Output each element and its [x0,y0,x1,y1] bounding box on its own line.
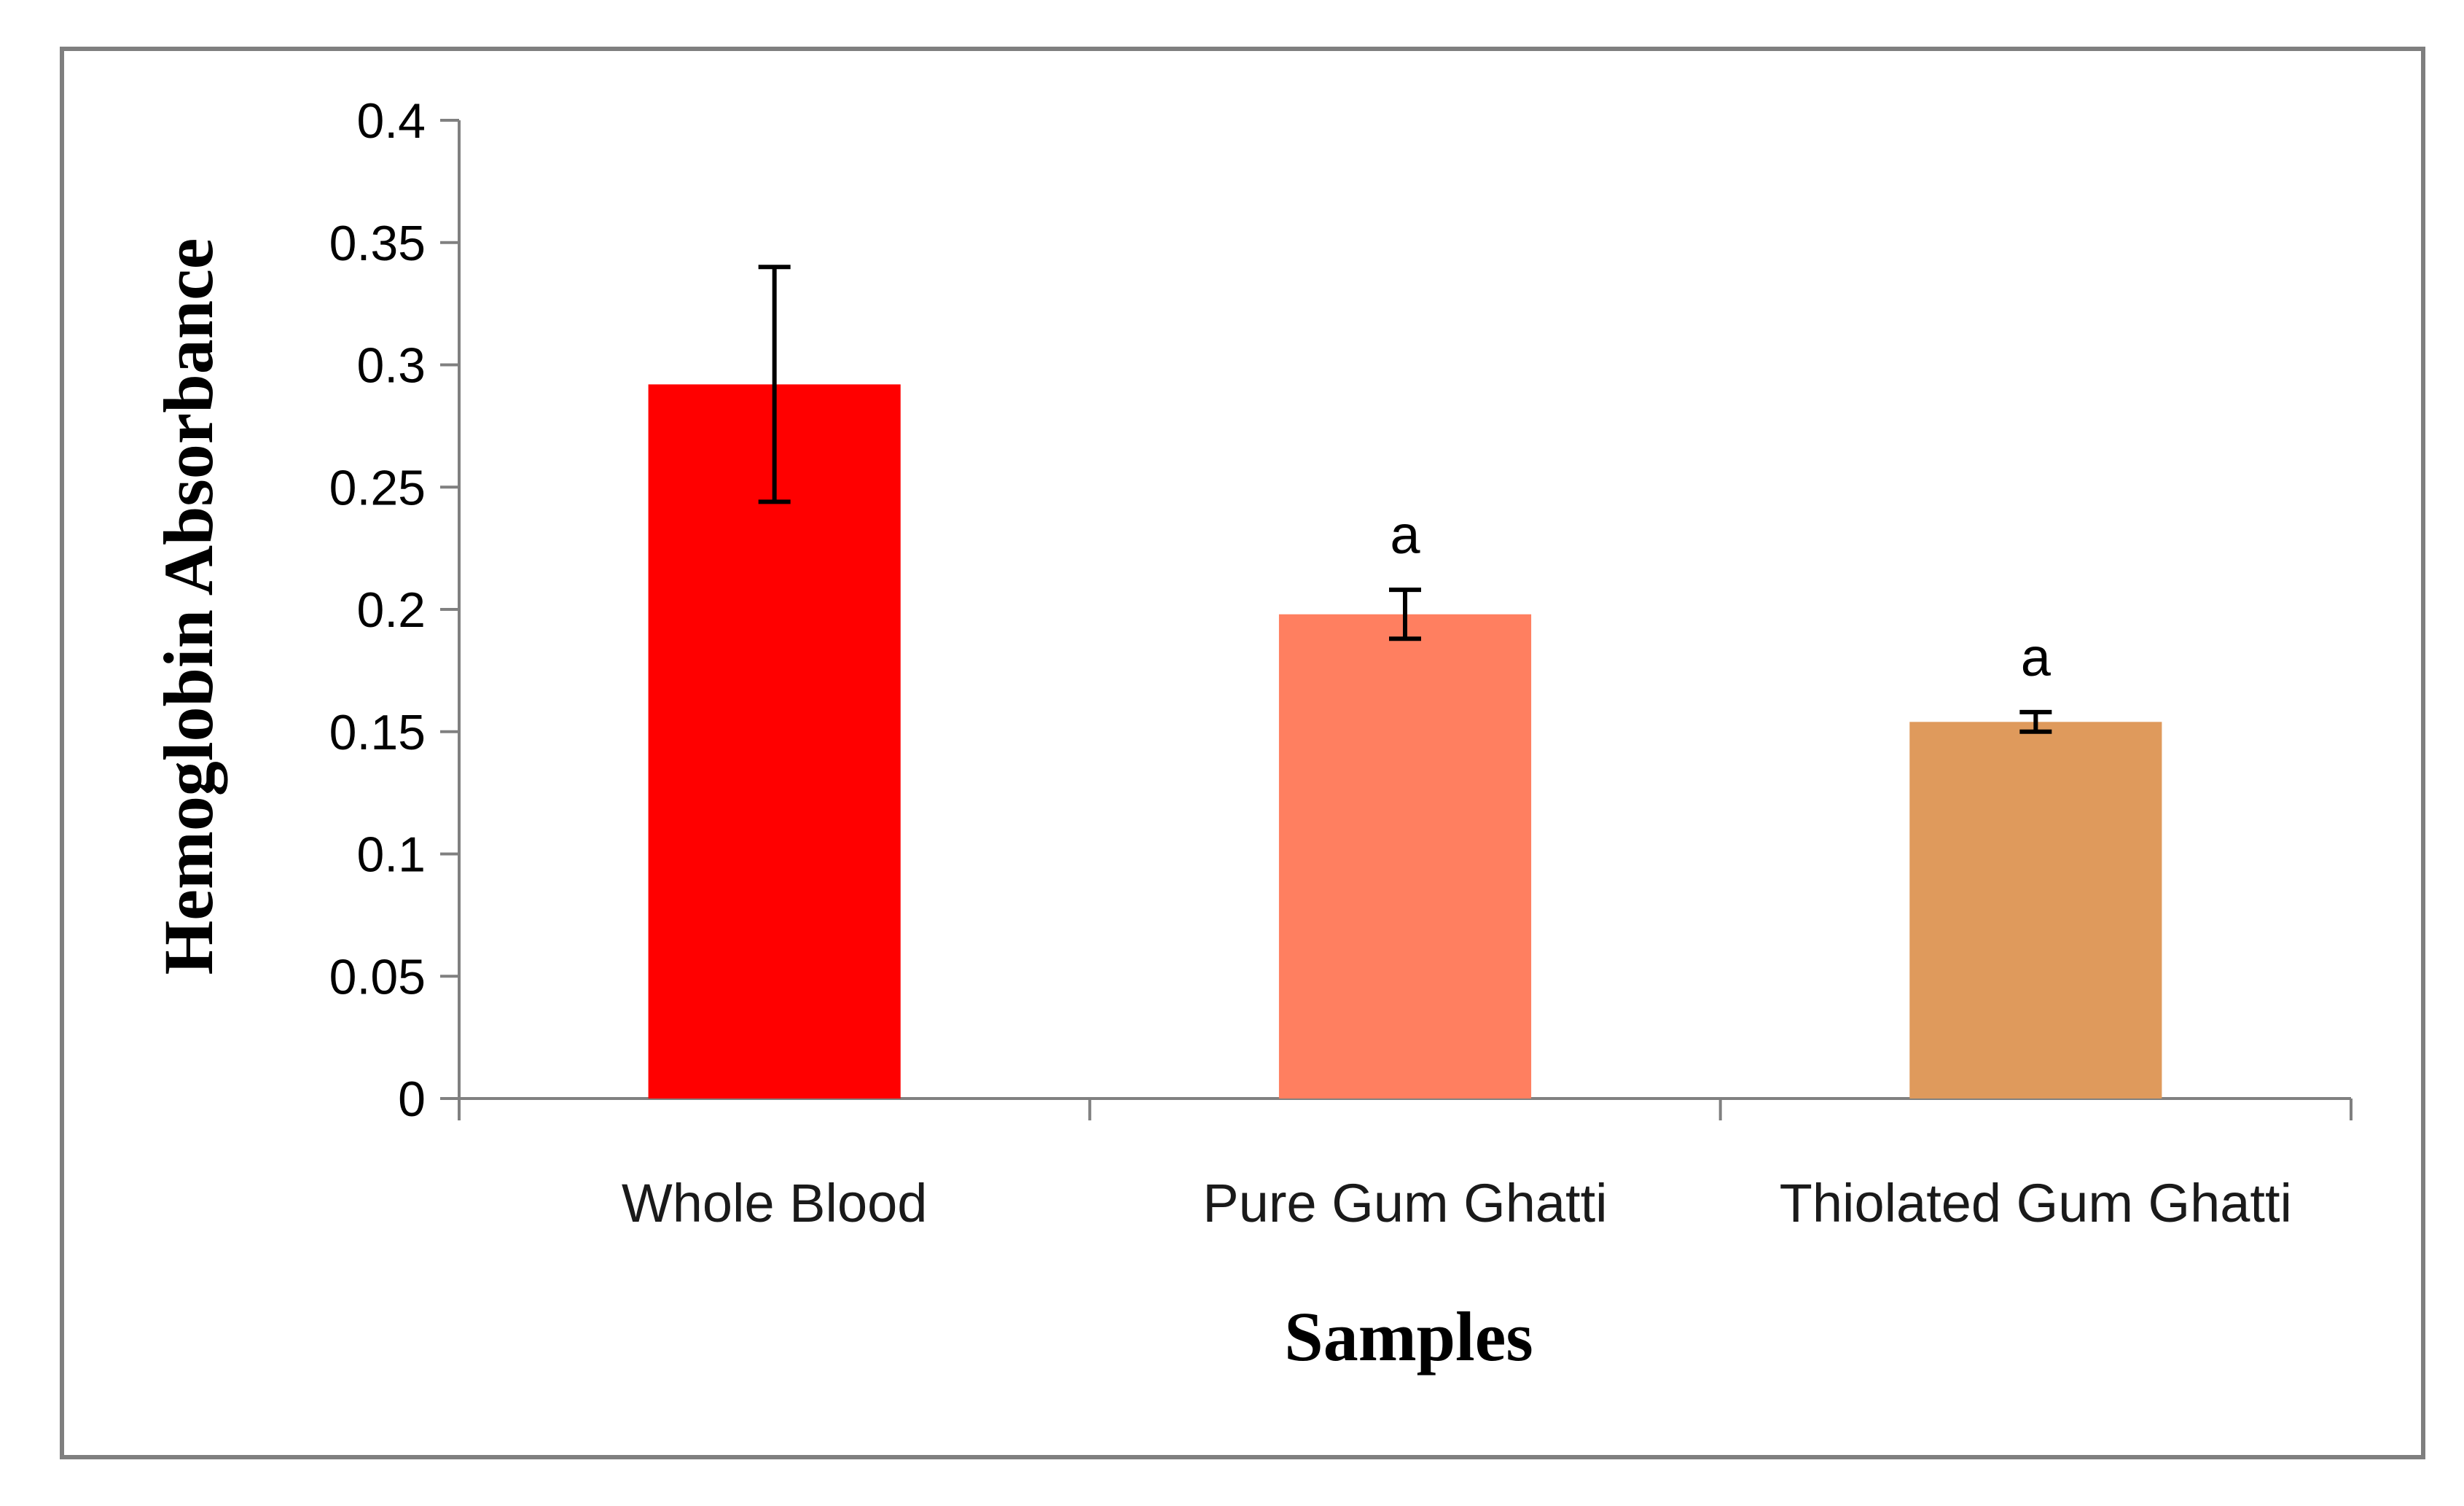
error-bars [758,265,2052,734]
bar [1278,614,1532,1099]
y-tick-label: 0.1 [356,827,426,883]
y-tick-label: 0.3 [356,338,426,394]
x-tick-label: Whole Blood [622,1173,928,1233]
bar [1909,722,2162,1099]
x-axis-title: Samples [1284,1298,1533,1376]
y-axis-title: Hemoglobin Absorbance [149,238,227,975]
y-tick-label: 0.25 [329,460,426,515]
x-axis [458,1097,2352,1120]
y-tick-label: 0.15 [329,705,426,760]
y-tick-label: 0 [398,1072,426,1127]
significance-annotation: a [2021,627,2052,687]
y-tick-label: 0.4 [356,93,426,149]
x-tick-label: Pure Gum Ghatti [1202,1173,1607,1233]
y-tick-label: 0.35 [329,216,426,271]
bars [648,384,2162,1099]
category-labels: Whole Blood Pure Gum Ghatti Thiolated Gum … [622,1173,2292,1233]
y-tick-label: 0.2 [356,582,426,638]
x-tick-label: Thiolated Gum Ghatti [1780,1173,2292,1233]
y-axis: 0 0.05 0.1 0.15 0.2 0.25 0.3 0.35 0.4 [329,93,461,1127]
y-tick-label: 0.05 [329,949,426,1004]
significance-annotation: a [1390,504,1420,565]
annotations: aa [1390,504,2051,687]
